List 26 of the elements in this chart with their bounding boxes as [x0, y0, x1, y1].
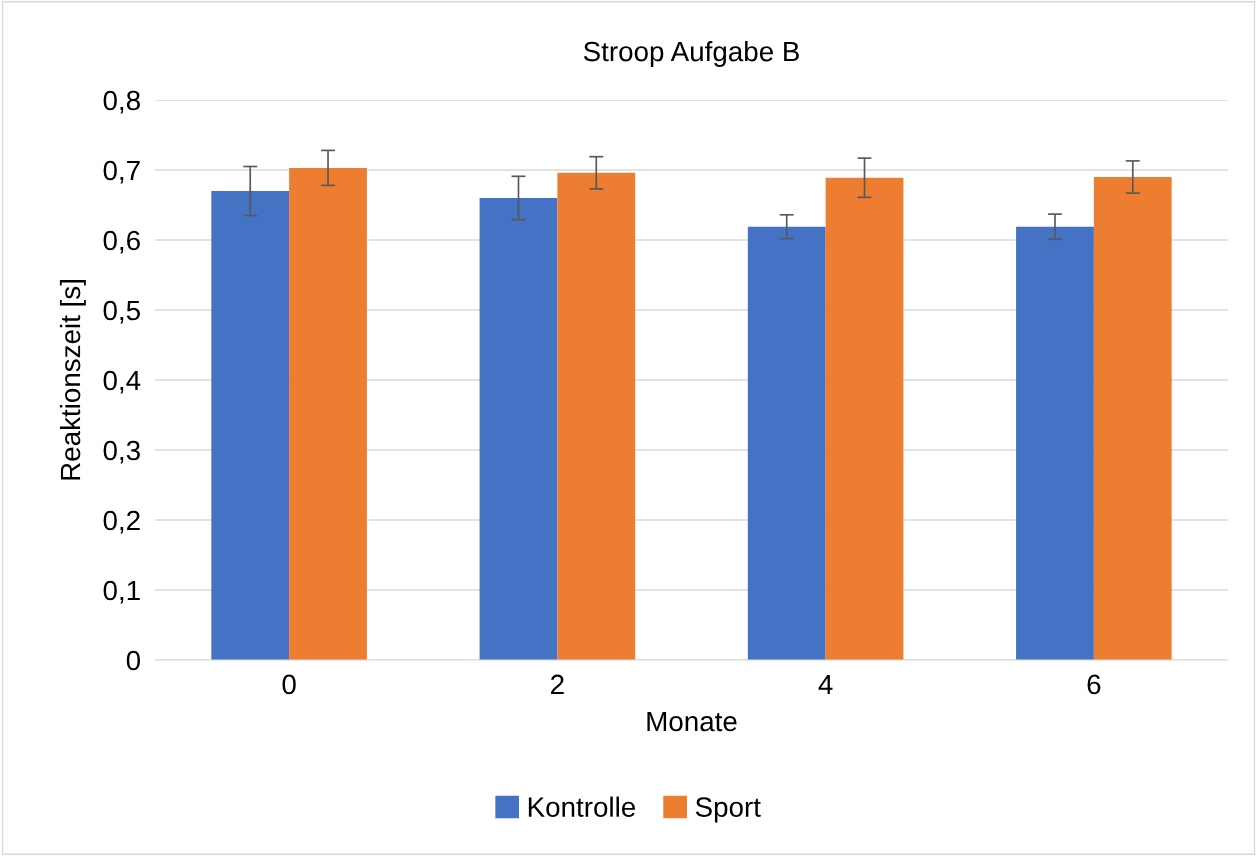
x-tick-label: 6	[1087, 674, 1101, 695]
y-tick-label: 0,5	[103, 300, 140, 324]
legend-label: Kontrolle	[528, 796, 635, 817]
y-tick-label: 0,1	[103, 580, 140, 604]
y-tick-label: 0,2	[103, 510, 140, 534]
bar	[557, 172, 636, 660]
x-tick-label: 2	[551, 674, 564, 695]
chart-title: Stroop Aufgabe B	[583, 40, 799, 67]
y-tick-label: 0,3	[103, 440, 140, 464]
legend-label: Sport	[695, 797, 761, 823]
bar	[825, 177, 904, 660]
y-tick-label: 0,4	[103, 370, 141, 394]
x-tick-label: 0	[282, 674, 296, 695]
y-tick-label: 0,6	[103, 230, 140, 254]
bar	[211, 191, 290, 660]
y-tick-label: 0	[126, 650, 141, 671]
bar	[289, 167, 367, 660]
x-tick-label: 4	[818, 674, 833, 695]
y-tick-label: 0,8	[103, 90, 140, 114]
y-tick-label: 0,7	[103, 160, 140, 184]
bar	[479, 198, 558, 660]
y-axis-title: Reaktionszeit [s]	[59, 280, 86, 480]
bar	[747, 226, 826, 660]
x-axis-title: Monate	[647, 711, 737, 732]
bar	[1093, 177, 1172, 660]
bar	[1016, 226, 1094, 660]
